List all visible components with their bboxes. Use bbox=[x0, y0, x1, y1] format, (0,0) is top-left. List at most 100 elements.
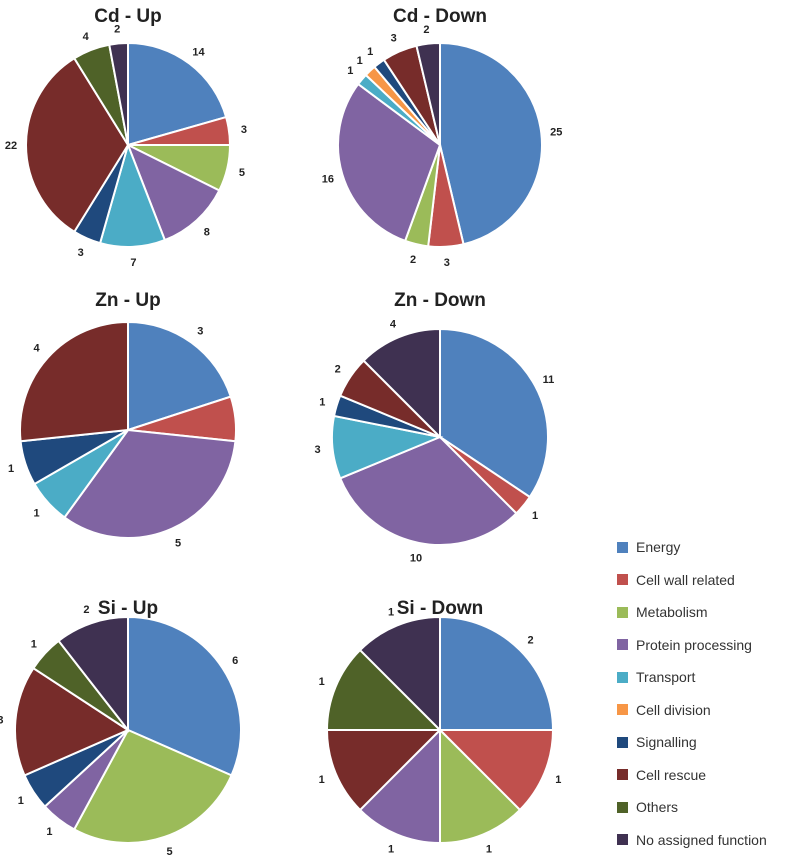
data-label: 3 bbox=[241, 124, 247, 136]
data-label: 22 bbox=[5, 140, 17, 152]
legend-label: Energy bbox=[636, 539, 681, 556]
data-label: 25 bbox=[550, 126, 562, 138]
legend-item: Signalling bbox=[617, 726, 767, 759]
legend-item: Protein processing bbox=[617, 629, 767, 662]
chart-title: Zn - Down bbox=[394, 290, 486, 311]
data-label: 4 bbox=[34, 343, 41, 355]
data-label: 7 bbox=[130, 257, 136, 269]
pie-slice bbox=[57, 615, 129, 733]
data-label: 16 bbox=[322, 174, 334, 186]
legend: Energy Cell wall related Metabolism Protein… bbox=[617, 531, 767, 856]
data-label: 2 bbox=[335, 364, 341, 376]
legend-label: Protein processing bbox=[636, 636, 752, 653]
data-label: 1 bbox=[46, 826, 52, 838]
pie-slice bbox=[358, 727, 441, 845]
pie-slice bbox=[325, 729, 443, 812]
data-label: 1 bbox=[319, 396, 325, 408]
legend-swatch bbox=[617, 704, 628, 716]
pie-slice bbox=[358, 615, 441, 733]
pie-slice bbox=[415, 41, 441, 146]
legend-swatch bbox=[617, 671, 628, 683]
data-label: 1 bbox=[367, 46, 373, 58]
pie-slice bbox=[14, 666, 131, 777]
data-label: 4 bbox=[390, 318, 397, 330]
data-label: 1 bbox=[8, 463, 14, 475]
data-label: 1 bbox=[532, 510, 538, 522]
data-label: 2 bbox=[114, 23, 120, 35]
legend-item: Cell rescue bbox=[617, 759, 767, 792]
pie-slice bbox=[362, 327, 441, 440]
data-label: 5 bbox=[166, 846, 172, 858]
data-label: 1 bbox=[31, 638, 37, 650]
data-label: 1 bbox=[34, 507, 40, 519]
legend-item: Energy bbox=[617, 531, 767, 564]
legend-item: No assigned function bbox=[617, 824, 767, 857]
legend-swatch bbox=[617, 736, 628, 748]
legend-swatch bbox=[617, 801, 628, 813]
chart-title: Cd - Up bbox=[94, 6, 162, 27]
data-label: 11 bbox=[543, 374, 555, 386]
legend-swatch bbox=[617, 639, 628, 651]
data-label: 1 bbox=[388, 843, 394, 855]
data-label: 1 bbox=[555, 774, 561, 786]
pie-slice bbox=[19, 320, 129, 443]
pie-slice bbox=[437, 729, 555, 812]
data-label: 1 bbox=[388, 607, 394, 619]
data-label: 10 bbox=[410, 553, 422, 565]
legend-label: Cell wall related bbox=[636, 571, 735, 588]
legend-label: Transport bbox=[636, 669, 696, 686]
pie-slice bbox=[325, 648, 443, 731]
data-label: 2 bbox=[410, 254, 416, 266]
chart-title: Zn - Up bbox=[95, 290, 160, 311]
pie-slice bbox=[63, 428, 237, 539]
pie-slice bbox=[126, 142, 221, 242]
pie-slice bbox=[108, 41, 129, 146]
legend-item: Metabolism bbox=[617, 596, 767, 629]
legend-item: Transport bbox=[617, 661, 767, 694]
data-label: 1 bbox=[486, 843, 492, 855]
data-label: 2 bbox=[423, 24, 429, 36]
legend-label: Others bbox=[636, 799, 679, 816]
data-label: 8 bbox=[204, 226, 210, 238]
chart-title: Si - Up bbox=[98, 598, 158, 619]
legend-item: Cell division bbox=[617, 694, 767, 727]
legend-label: Cell rescue bbox=[636, 766, 707, 783]
legend-label: Signalling bbox=[636, 734, 697, 751]
data-label: 3 bbox=[0, 714, 3, 726]
pie-slice bbox=[439, 615, 555, 731]
legend-swatch bbox=[617, 834, 628, 846]
legend-item: Others bbox=[617, 791, 767, 824]
pie-slice bbox=[338, 435, 518, 546]
pie-slice bbox=[25, 56, 130, 234]
legend-swatch bbox=[617, 606, 628, 618]
legend-swatch bbox=[617, 541, 628, 553]
data-label: 1 bbox=[319, 774, 325, 786]
data-label: 3 bbox=[315, 444, 321, 456]
legend-label: Metabolism bbox=[636, 604, 708, 621]
data-label: 4 bbox=[83, 31, 90, 43]
data-label: 6 bbox=[232, 655, 238, 667]
legend-item: Cell wall related bbox=[617, 564, 767, 597]
data-label: 2 bbox=[527, 634, 533, 646]
pie-chart: Cd - Up 14 3 5 8 7 3 22 4 2 bbox=[5, 6, 247, 269]
chart-title: Cd - Down bbox=[393, 6, 487, 27]
data-label: 3 bbox=[78, 247, 84, 259]
legend-label: No assigned function bbox=[636, 831, 767, 848]
data-label: 5 bbox=[175, 537, 181, 549]
legend-swatch bbox=[617, 574, 628, 586]
legend-label: Cell division bbox=[636, 701, 711, 718]
pie-slice bbox=[439, 41, 543, 246]
data-label: 2 bbox=[83, 604, 89, 616]
pie-chart: Si - Up 6 5 1 1 3 1 2 bbox=[0, 598, 242, 858]
data-label: 1 bbox=[319, 676, 325, 688]
pie-slice bbox=[439, 727, 522, 845]
data-label: 1 bbox=[347, 65, 353, 77]
data-label: 3 bbox=[197, 325, 203, 337]
pie-slice bbox=[337, 82, 442, 243]
data-label: 1 bbox=[357, 55, 363, 67]
legend-swatch bbox=[617, 769, 628, 781]
data-label: 14 bbox=[192, 47, 205, 59]
